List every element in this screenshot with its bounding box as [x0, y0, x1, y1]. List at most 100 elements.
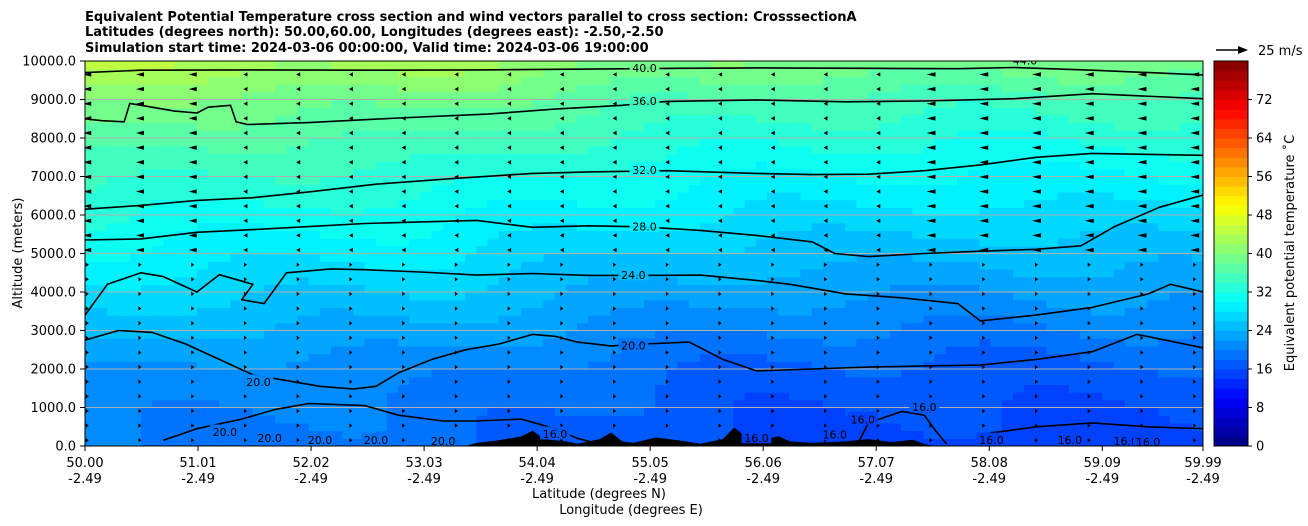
heatmap-cell [330, 384, 343, 393]
heatmap-cell [286, 353, 299, 362]
heatmap-cell [644, 184, 656, 193]
heatmap-cell [409, 399, 421, 409]
heatmap-cell [207, 68, 220, 77]
heatmap-cell [733, 122, 746, 131]
heatmap-cell [152, 245, 164, 255]
heatmap-cell [699, 261, 712, 270]
heatmap-cell [576, 153, 589, 162]
heatmap-cell [386, 422, 399, 432]
heatmap-cell [498, 353, 511, 362]
heatmap-cell [420, 76, 433, 85]
heatmap-cell [85, 345, 97, 355]
heatmap-cell [96, 199, 108, 208]
heatmap-cell [1169, 84, 1182, 93]
heatmap-cell [901, 253, 913, 262]
heatmap-cell [330, 315, 343, 324]
heatmap-cell [733, 199, 746, 208]
heatmap-cell [196, 199, 209, 208]
heatmap-cell [319, 68, 332, 77]
heatmap-cell [968, 422, 980, 432]
heatmap-cell [398, 207, 410, 216]
heatmap-cell [275, 415, 287, 424]
heatmap-cell [1080, 207, 1092, 216]
heatmap-cell [319, 199, 332, 208]
heatmap-cell [979, 261, 992, 270]
heatmap-cell [923, 107, 936, 116]
heatmap-cell [1035, 369, 1048, 378]
heatmap-cell [912, 330, 925, 339]
heatmap-cell [152, 122, 164, 131]
heatmap-cell [968, 407, 980, 416]
heatmap-cell [1113, 76, 1126, 85]
heatmap-cell [319, 322, 332, 332]
heatmap-cell [1169, 138, 1182, 147]
heatmap-cell [398, 422, 410, 432]
heatmap-cell [599, 292, 612, 301]
heatmap-cell [152, 322, 164, 332]
heatmap-cell [286, 238, 299, 247]
heatmap-cell [275, 176, 287, 185]
heatmap-cell [140, 191, 153, 201]
heatmap-cell [688, 61, 701, 70]
heatmap-cell [766, 130, 779, 139]
heatmap-cell [409, 84, 421, 93]
heatmap-cell [1124, 114, 1137, 124]
heatmap-cell [342, 114, 354, 124]
heatmap-cell [957, 322, 969, 332]
heatmap-cell [375, 191, 388, 201]
heatmap-cell [867, 422, 880, 432]
heatmap-cell [677, 422, 690, 432]
heatmap-cell [599, 145, 612, 154]
heatmap-cell [945, 145, 958, 154]
heatmap-cell [889, 91, 902, 101]
heatmap-cell [409, 315, 421, 324]
heatmap-cell [364, 415, 377, 424]
heatmap-cell [207, 338, 220, 347]
heatmap-cell [632, 207, 645, 216]
heatmap-cell [1169, 199, 1182, 208]
heatmap-cell [521, 361, 533, 370]
heatmap-cell [1046, 176, 1059, 185]
heatmap-cell [1035, 161, 1048, 170]
heatmap-cell [1068, 153, 1081, 162]
heatmap-cell [174, 322, 187, 332]
heatmap-cell [610, 107, 623, 116]
heatmap-cell [778, 330, 790, 339]
heatmap-cell [241, 145, 254, 154]
heatmap-cell [588, 153, 600, 162]
heatmap-cell [822, 353, 835, 362]
heatmap-cell [644, 384, 656, 393]
heatmap-cell [1080, 222, 1092, 231]
heatmap-cell [521, 345, 533, 355]
heatmap-cell [196, 322, 209, 332]
heatmap-cell [711, 199, 723, 208]
heatmap-cell [498, 168, 511, 178]
heatmap-cell [375, 222, 388, 231]
heatmap-cell [834, 330, 846, 339]
heatmap-cell [699, 61, 712, 70]
heatmap-cell [152, 215, 164, 224]
heatmap-cell [711, 99, 723, 108]
heatmap-cell [442, 315, 455, 324]
heatmap-cell [163, 76, 176, 85]
heatmap-cell [476, 292, 489, 301]
heatmap-cell [207, 261, 220, 270]
heatmap-cell [398, 161, 410, 170]
heatmap-cell [319, 215, 332, 224]
heatmap-cell [140, 292, 153, 301]
heatmap-cell [297, 430, 310, 439]
heatmap-cell [398, 138, 410, 147]
heatmap-cell [174, 153, 187, 162]
heatmap-cell [1024, 238, 1036, 247]
heatmap-cell [286, 307, 299, 316]
heatmap-cell [822, 222, 835, 231]
heatmap-cell [96, 345, 108, 355]
heatmap-cell [163, 107, 176, 116]
heatmap-cell [677, 168, 690, 178]
heatmap-cell [96, 245, 108, 255]
heatmap-cell [453, 199, 466, 208]
heatmap-cell [1102, 376, 1115, 385]
heatmap-cell [342, 315, 354, 324]
heatmap-cell [364, 268, 377, 278]
heatmap-cell [666, 122, 679, 131]
